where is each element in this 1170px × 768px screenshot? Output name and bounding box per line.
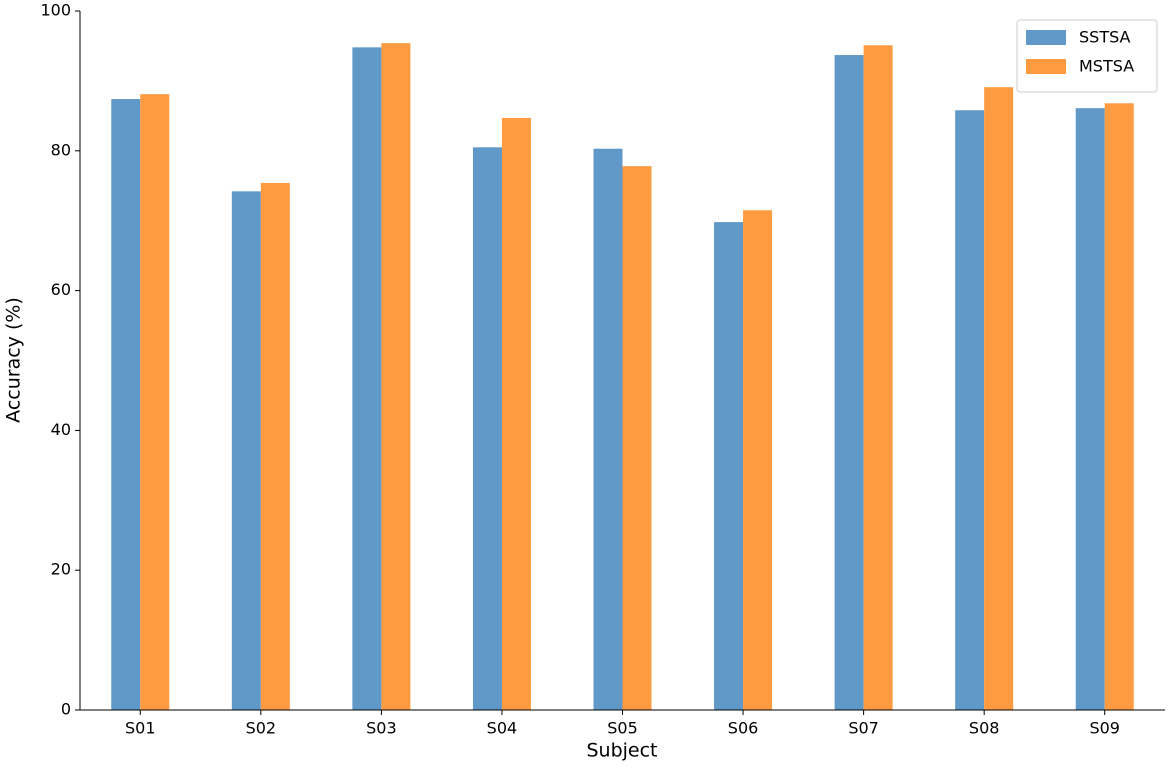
x-tick-label: S05 bbox=[607, 719, 638, 738]
legend-label: SSTSA bbox=[1079, 28, 1131, 47]
bar bbox=[501, 117, 531, 710]
y-tick-label: 60 bbox=[51, 280, 71, 299]
bar bbox=[714, 222, 744, 710]
y-tick-label: 100 bbox=[40, 1, 71, 20]
bar bbox=[743, 210, 773, 710]
y-tick-label: 20 bbox=[51, 560, 71, 579]
bar bbox=[1075, 108, 1105, 710]
y-tick-label: 0 bbox=[61, 700, 71, 719]
bar bbox=[352, 47, 382, 710]
x-tick-label: S01 bbox=[125, 719, 156, 738]
x-tick-label: S06 bbox=[728, 719, 759, 738]
bar bbox=[863, 45, 893, 711]
x-axis-label: Subject bbox=[586, 740, 657, 762]
legend-swatch bbox=[1026, 59, 1066, 74]
x-tick-label: S08 bbox=[969, 719, 1000, 738]
y-axis-label: Accuracy (%) bbox=[3, 297, 25, 423]
bar bbox=[260, 182, 290, 711]
bar bbox=[140, 94, 170, 710]
x-tick-label: S07 bbox=[848, 719, 879, 738]
x-tick-label: S02 bbox=[246, 719, 277, 738]
bar bbox=[622, 166, 652, 711]
x-tick-label: S03 bbox=[366, 719, 397, 738]
bar bbox=[1104, 103, 1134, 710]
y-tick-label: 80 bbox=[51, 140, 71, 159]
legend-swatch bbox=[1026, 30, 1066, 45]
bar bbox=[984, 87, 1014, 711]
x-tick-label: S09 bbox=[1089, 719, 1120, 738]
bar bbox=[834, 55, 864, 711]
legend-label: MSTSA bbox=[1079, 57, 1134, 76]
x-tick-label: S04 bbox=[487, 719, 518, 738]
bar bbox=[381, 43, 411, 711]
bar bbox=[111, 99, 141, 711]
bar bbox=[472, 147, 502, 710]
bar bbox=[593, 148, 623, 710]
bar bbox=[231, 191, 261, 711]
y-tick-label: 40 bbox=[51, 420, 71, 439]
bar bbox=[955, 110, 985, 711]
